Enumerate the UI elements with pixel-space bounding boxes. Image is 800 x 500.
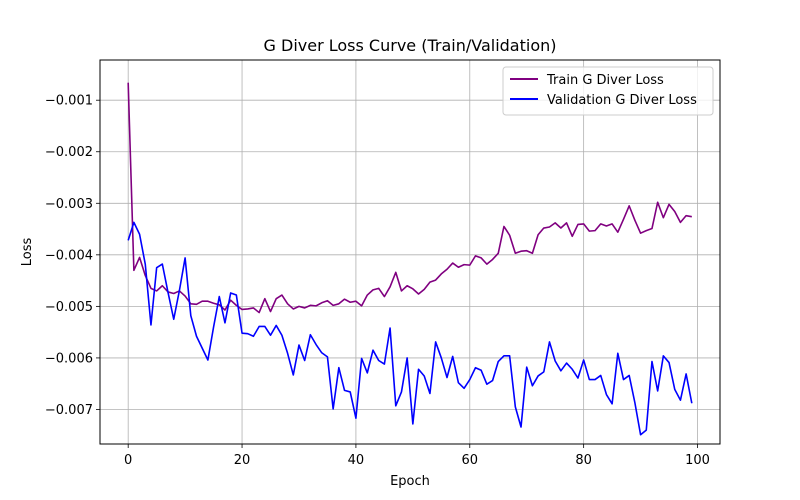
y-tick-label: −0.006 <box>45 351 93 366</box>
x-tick-label: 60 <box>462 453 479 468</box>
legend-label-train: Train G Diver Loss <box>546 73 664 88</box>
legend-box <box>502 66 714 116</box>
y-tick-label: −0.001 <box>45 94 93 109</box>
x-tick-label: 0 <box>124 453 132 468</box>
x-tick-label: 100 <box>685 453 710 468</box>
x-tick-label: 40 <box>348 453 365 468</box>
y-tick-label: −0.005 <box>45 300 93 315</box>
y-tick-label: −0.003 <box>45 197 93 212</box>
chart-title: G Diver Loss Curve (Train/Validation) <box>264 36 557 55</box>
validation-loss-line <box>127 221 693 436</box>
axis-ticks: 0 20 40 60 80 100 −0.007 −0.006 −0.005 −0.004 −0.0… <box>45 94 710 468</box>
x-tick-label: 80 <box>575 453 592 468</box>
x-tick-label: 20 <box>234 453 251 468</box>
y-tick-label: −0.002 <box>45 145 93 160</box>
plot-frame <box>99 59 721 445</box>
y-tick-label: −0.004 <box>45 248 93 263</box>
y-axis-label: Loss <box>20 238 35 267</box>
series-lines <box>127 82 693 436</box>
y-tick-label: −0.007 <box>45 403 93 418</box>
grid <box>100 60 720 444</box>
x-axis-label: Epoch <box>390 474 430 489</box>
legend: Train G Diver Loss Validation G Diver Lo… <box>502 66 714 116</box>
legend-label-validation: Validation G Diver Loss <box>547 93 697 108</box>
